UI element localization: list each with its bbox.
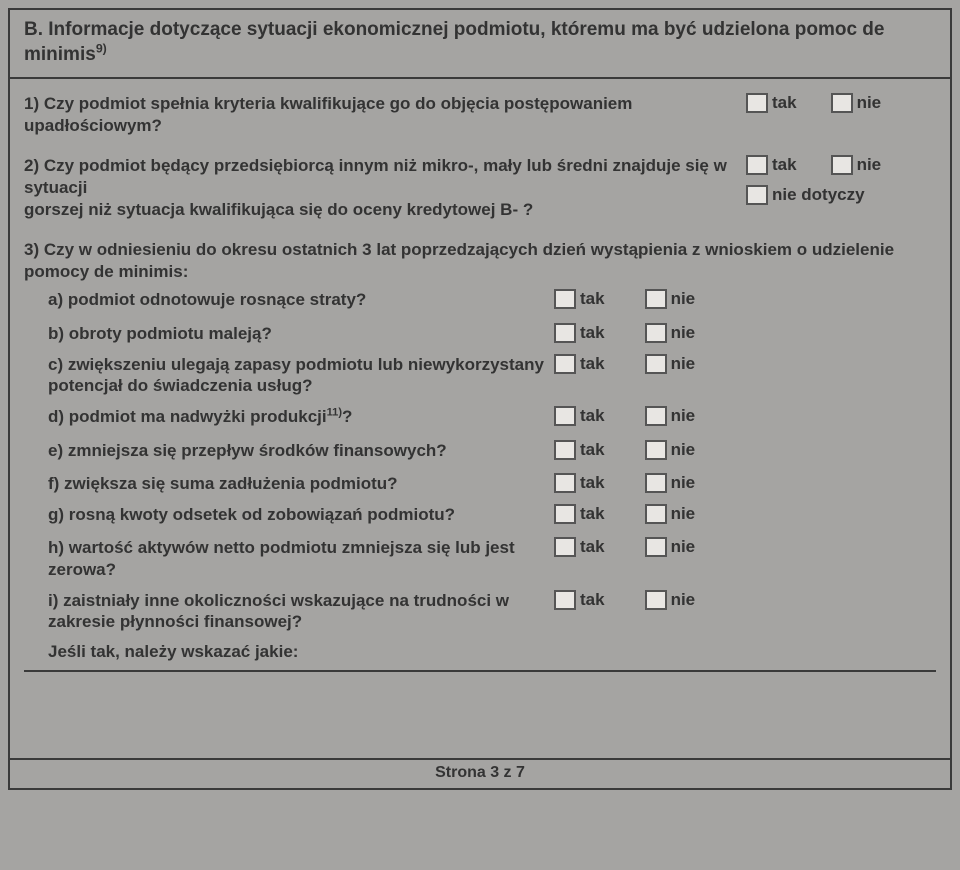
checkbox-icon	[645, 473, 667, 493]
sub-g-nie[interactable]: nie	[645, 504, 696, 524]
checkbox-icon	[645, 440, 667, 460]
checkbox-icon	[645, 354, 667, 374]
sub-i-tak[interactable]: tak	[554, 590, 605, 610]
q2-tak[interactable]: tak	[746, 155, 797, 175]
sub-h: h) wartość aktywów netto podmiotu zmniej…	[24, 537, 936, 580]
nie-label: nie	[857, 93, 882, 113]
q2-nie[interactable]: nie	[831, 155, 882, 175]
sub-e-tak[interactable]: tak	[554, 440, 605, 460]
sub-h-tak[interactable]: tak	[554, 537, 605, 557]
sub-b-nie[interactable]: nie	[645, 323, 696, 343]
sub-c-tak[interactable]: tak	[554, 354, 605, 374]
checkbox-icon	[645, 590, 667, 610]
checkbox-icon	[554, 590, 576, 610]
nie-dotyczy-label: nie dotyczy	[772, 185, 865, 205]
sub-a: a) podmiot odnotowuje rosnące straty? ta…	[24, 289, 936, 310]
sub-a-nie[interactable]: nie	[645, 289, 696, 309]
tak-label: tak	[772, 93, 797, 113]
content-area: 1) Czy podmiot spełnia kryteria kwalifik…	[10, 79, 950, 759]
question-1: 1) Czy podmiot spełnia kryteria kwalifik…	[24, 93, 936, 137]
page-footer: Strona 3 z 7	[10, 758, 950, 788]
free-text-area[interactable]	[24, 670, 936, 758]
sub-i: i) zaistniały inne okoliczności wskazują…	[24, 590, 936, 633]
question-2: 2) Czy podmiot będący przedsiębiorcą inn…	[24, 155, 936, 221]
sub-f-nie[interactable]: nie	[645, 473, 696, 493]
sub-d-tak[interactable]: tak	[554, 406, 605, 426]
page-number: Strona 3 z 7	[435, 764, 525, 781]
checkbox-icon	[645, 504, 667, 524]
sub-c-text: c) zwiększeniu ulegają zapasy podmiotu l…	[24, 354, 554, 397]
checkbox-icon	[554, 473, 576, 493]
section-title: B. Informacje dotyczące sytuacji ekonomi…	[24, 19, 884, 65]
checkbox-icon	[554, 406, 576, 426]
q2-nie-dotyczy[interactable]: nie dotyczy	[746, 185, 936, 205]
sub-f-tak[interactable]: tak	[554, 473, 605, 493]
checkbox-icon	[554, 354, 576, 374]
checkbox-icon	[554, 323, 576, 343]
checkbox-icon	[645, 323, 667, 343]
checkbox-icon	[554, 504, 576, 524]
sub-b: b) obroty podmiotu maleją? tak nie	[24, 323, 936, 344]
sub-h-nie[interactable]: nie	[645, 537, 696, 557]
sub-g: g) rosną kwoty odsetek od zobowiązań pod…	[24, 504, 936, 525]
q1-tak[interactable]: tak	[746, 93, 797, 113]
q2-text: 2) Czy podmiot będący przedsiębiorcą inn…	[24, 155, 734, 221]
sub-i-text: i) zaistniały inne okoliczności wskazują…	[24, 590, 554, 633]
sub-i-nie[interactable]: nie	[645, 590, 696, 610]
sub-h-text: h) wartość aktywów netto podmiotu zmniej…	[24, 537, 554, 580]
nie-label: nie	[857, 155, 882, 175]
tak-label: tak	[772, 155, 797, 175]
sub-g-text: g) rosną kwoty odsetek od zobowiązań pod…	[24, 504, 554, 525]
checkbox-icon	[831, 93, 853, 113]
sub-c: c) zwiększeniu ulegają zapasy podmiotu l…	[24, 354, 936, 397]
form-page: B. Informacje dotyczące sytuacji ekonomi…	[8, 8, 952, 790]
checkbox-icon	[746, 155, 768, 175]
checkbox-icon	[554, 537, 576, 557]
q1-text: 1) Czy podmiot spełnia kryteria kwalifik…	[24, 93, 734, 137]
sub-a-text: a) podmiot odnotowuje rosnące straty?	[24, 289, 554, 310]
sub-c-nie[interactable]: nie	[645, 354, 696, 374]
q3-intro: 3) Czy w odniesieniu do okresu ostatnich…	[24, 239, 936, 283]
sub-b-text: b) obroty podmiotu maleją?	[24, 323, 554, 344]
sub-d: d) podmiot ma nadwyżki produkcji11)? tak…	[24, 406, 936, 427]
checkbox-icon	[645, 289, 667, 309]
section-b-header: B. Informacje dotyczące sytuacji ekonomi…	[10, 10, 950, 79]
sub-a-tak[interactable]: tak	[554, 289, 605, 309]
sub-f: f) zwiększa się suma zadłużenia podmiotu…	[24, 473, 936, 494]
sub-e-nie[interactable]: nie	[645, 440, 696, 460]
checkbox-icon	[831, 155, 853, 175]
q1-nie[interactable]: nie	[831, 93, 882, 113]
sub-g-tak[interactable]: tak	[554, 504, 605, 524]
checkbox-icon	[645, 537, 667, 557]
sub-e-text: e) zmniejsza się przepływ środków finans…	[24, 440, 554, 461]
checkbox-icon	[554, 289, 576, 309]
hint-text: Jeśli tak, należy wskazać jakie:	[24, 642, 936, 662]
sub-b-tak[interactable]: tak	[554, 323, 605, 343]
sub-f-text: f) zwiększa się suma zadłużenia podmiotu…	[24, 473, 554, 494]
checkbox-icon	[554, 440, 576, 460]
sub-e: e) zmniejsza się przepływ środków finans…	[24, 440, 936, 461]
sub-d-text: d) podmiot ma nadwyżki produkcji11)?	[24, 406, 554, 427]
sub-d-nie[interactable]: nie	[645, 406, 696, 426]
checkbox-icon	[746, 185, 768, 205]
checkbox-icon	[746, 93, 768, 113]
checkbox-icon	[645, 406, 667, 426]
